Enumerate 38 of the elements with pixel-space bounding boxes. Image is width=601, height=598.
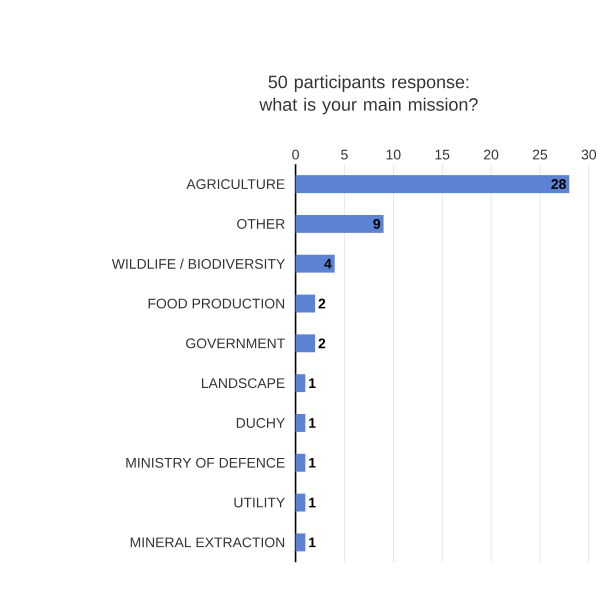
data-label: 2 — [318, 338, 326, 348]
bar — [296, 454, 306, 472]
data-label: 1 — [309, 418, 316, 428]
bar — [296, 175, 570, 194]
bar — [296, 494, 306, 512]
x-tick-label: 15 — [436, 150, 450, 160]
data-label: 1 — [309, 458, 316, 468]
y-tick-label: DUCHY — [236, 418, 285, 428]
data-label: 1 — [309, 378, 316, 388]
data-label: 9 — [373, 218, 380, 229]
bar — [296, 334, 316, 352]
y-tick-label: LANDSCAPE — [202, 378, 285, 388]
data-label: 28 — [551, 179, 566, 190]
y-tick-label: AGRICULTURE — [186, 179, 285, 190]
bar — [296, 214, 384, 233]
x-tick-label: 10 — [386, 150, 401, 160]
chart-title: 50 participants response: what is your main mission? — [259, 75, 478, 114]
y-tick-label: UTILITY — [234, 498, 285, 508]
bar — [296, 414, 306, 432]
data-label: 1 — [309, 538, 316, 548]
x-tick-label: 30 — [582, 150, 596, 160]
y-tick-label: WILDLIFE / BIODIVERSITY — [112, 258, 285, 269]
bar — [296, 533, 306, 552]
data-label: 4 — [324, 258, 332, 268]
bar — [296, 294, 316, 312]
y-tick-label: FOOD PRODUCTION — [148, 298, 284, 308]
x-tick-label: 25 — [532, 150, 548, 160]
x-tick-label: 5 — [341, 150, 348, 160]
x-tick-label: 0 — [292, 150, 299, 160]
y-tick-label: OTHER — [237, 218, 285, 229]
x-tick-label: 20 — [484, 150, 498, 160]
data-label: 2 — [318, 298, 326, 308]
y-tick-label: MINISTRY OF DEFENCE — [126, 458, 285, 468]
bar — [296, 254, 335, 273]
y-tick-label: GOVERNMENT — [186, 338, 285, 348]
bar — [296, 374, 306, 392]
y-tick-label: MINERAL EXTRACTION — [130, 537, 284, 548]
data-label: 1 — [309, 498, 316, 508]
